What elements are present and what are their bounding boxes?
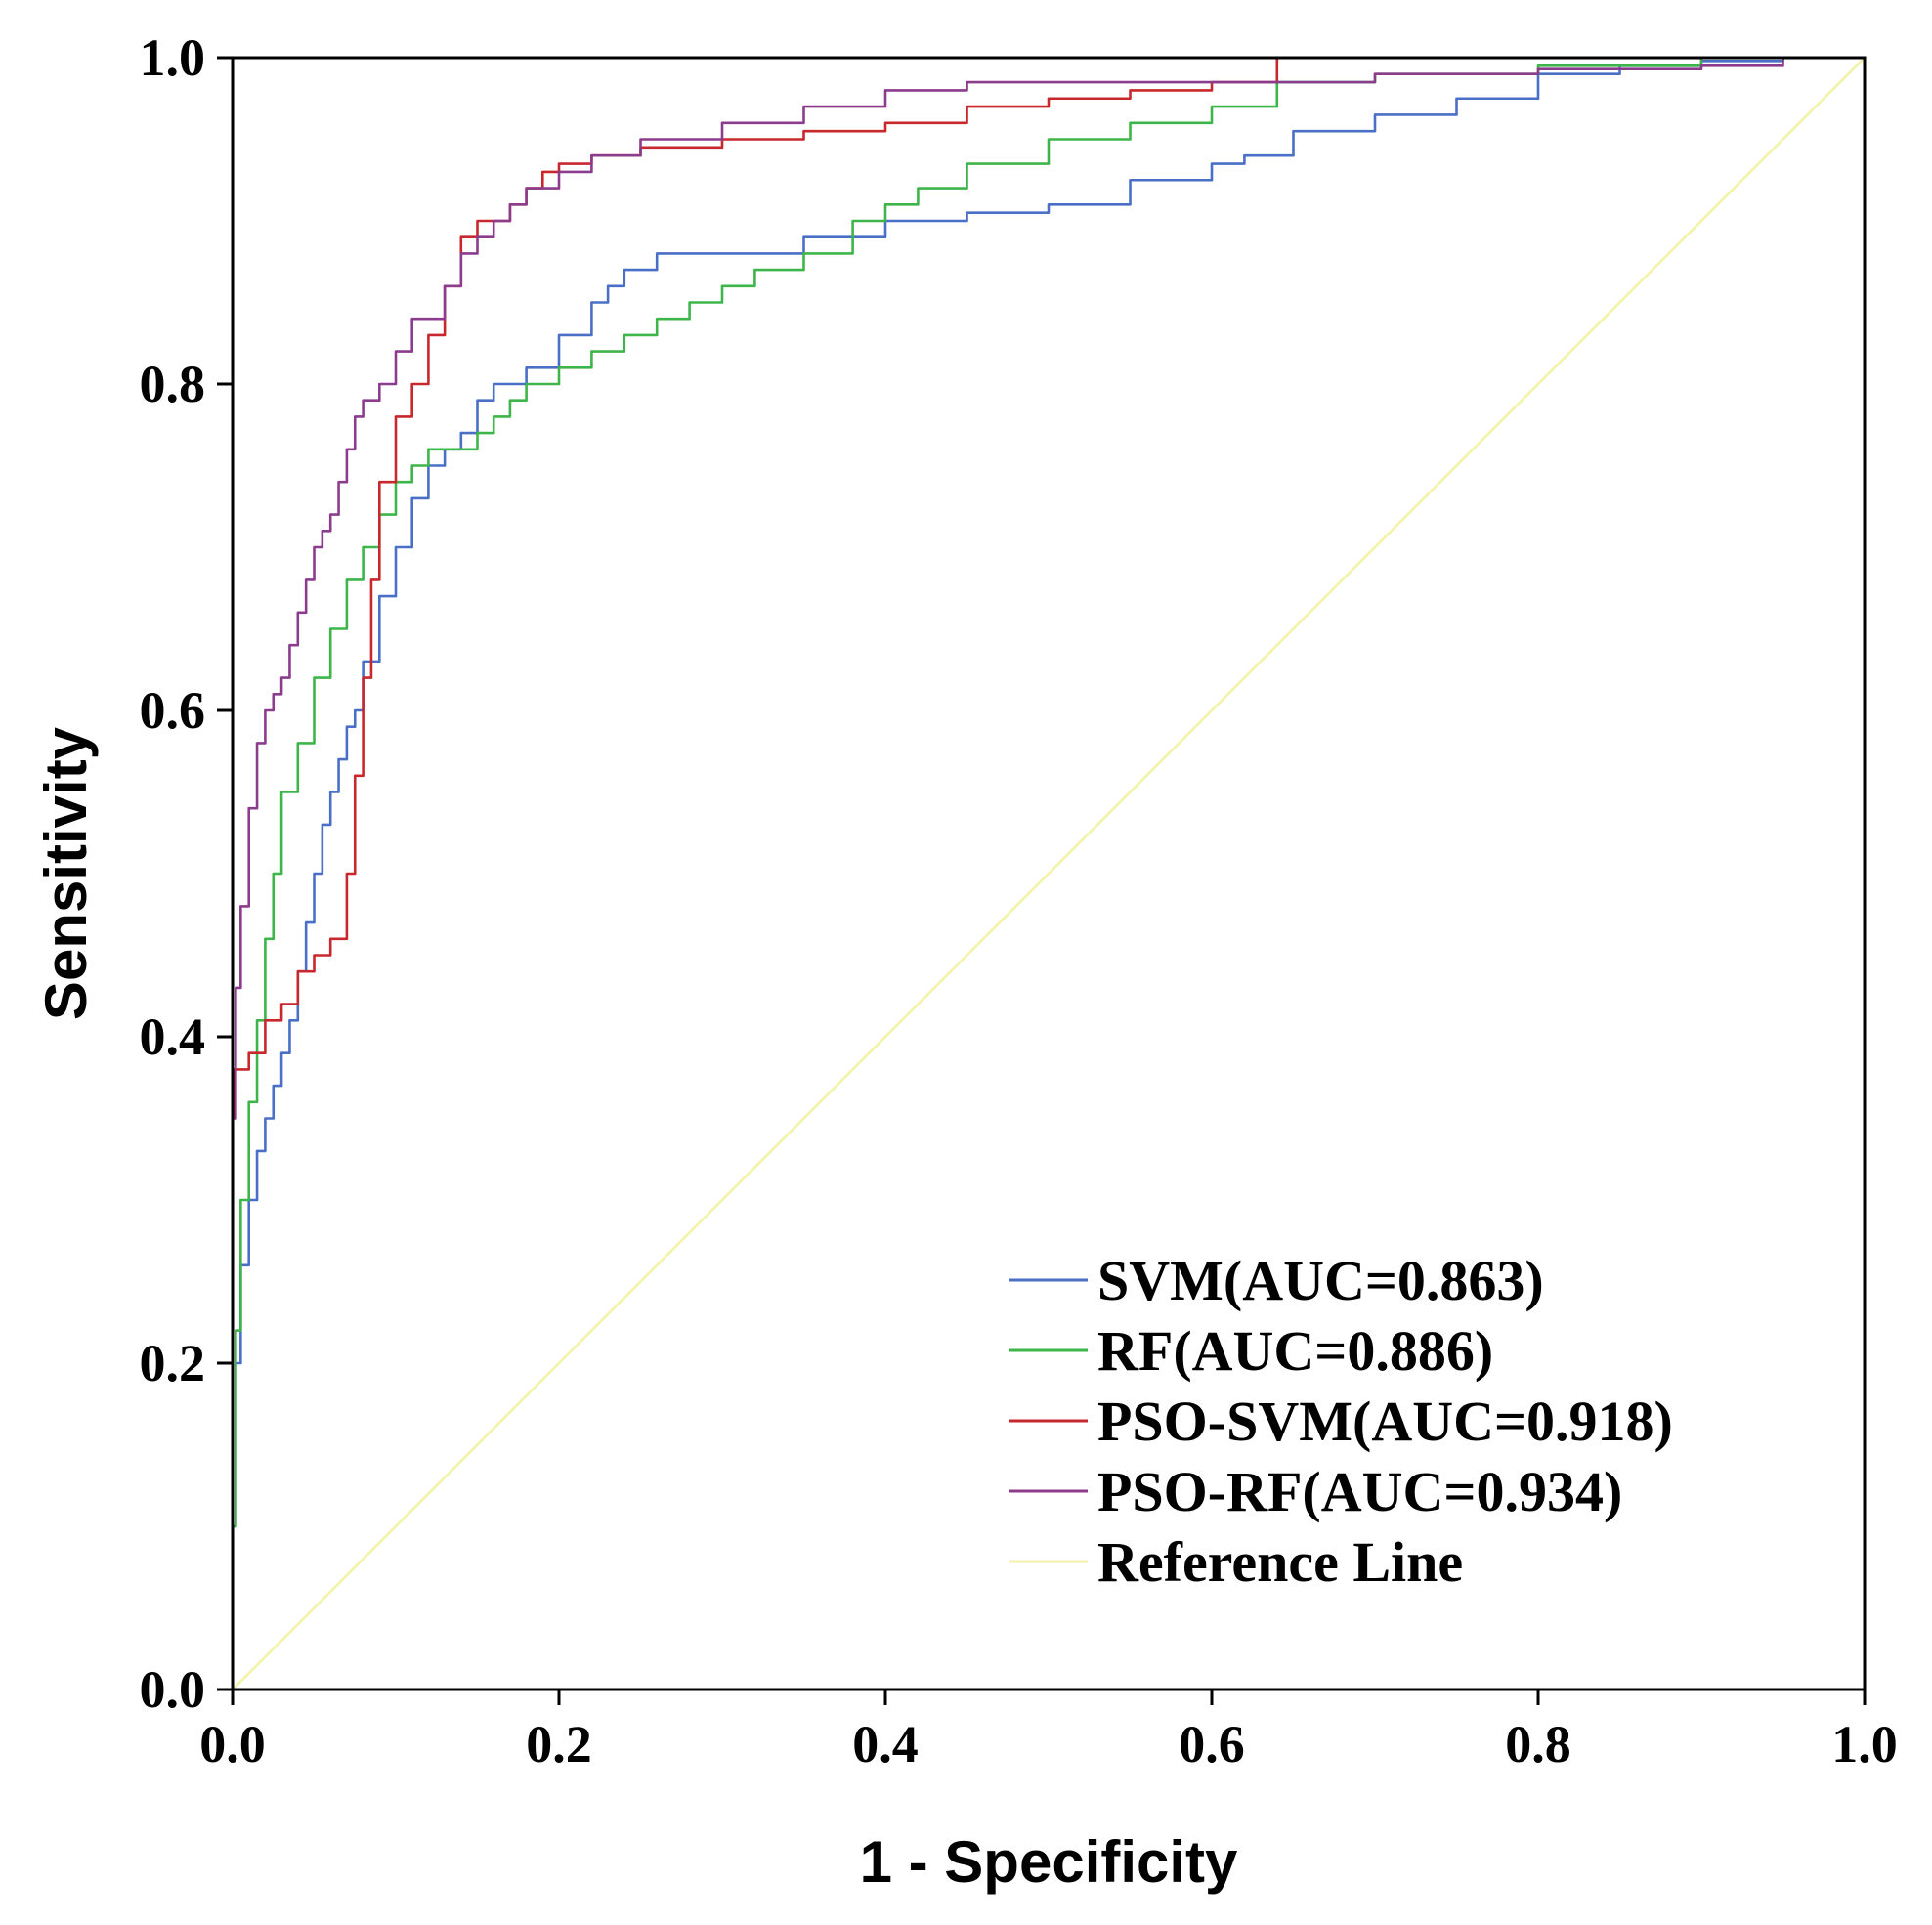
x-tick-label: 1.0 xyxy=(1831,1715,1898,1774)
y-tick-label: 0.6 xyxy=(140,681,206,740)
legend-label: Reference Line xyxy=(1097,1530,1463,1594)
y-tick-label: 1.0 xyxy=(140,28,206,87)
y-axis-title: Sensitivity xyxy=(33,726,99,1020)
x-tick-label: 0.0 xyxy=(199,1715,266,1774)
series-line-2 xyxy=(231,56,1865,1690)
y-axis: 0.0 0.2 0.4 0.6 0.8 1.0 xyxy=(140,28,233,1719)
legend-label: PSO-RF(AUC=0.934) xyxy=(1097,1460,1622,1523)
legend-label: SVM(AUC=0.863) xyxy=(1097,1249,1544,1312)
y-tick-label: 0.0 xyxy=(140,1660,206,1719)
plot-frame xyxy=(231,56,1867,1691)
series-line-4 xyxy=(232,57,1866,1690)
series-line-1 xyxy=(231,56,1865,1690)
series-layer xyxy=(231,56,1866,1690)
x-axis: 0.0 0.2 0.4 0.6 0.8 1.0 xyxy=(199,1690,1898,1774)
legend-label: PSO-SVM(AUC=0.918) xyxy=(1097,1390,1673,1453)
x-tick-label: 0.4 xyxy=(852,1715,919,1774)
y-tick-label: 0.2 xyxy=(140,1334,206,1392)
y-tick-label: 0.4 xyxy=(140,1007,206,1066)
series-line-0 xyxy=(231,56,1865,1690)
y-tick-label: 0.8 xyxy=(140,355,206,413)
x-tick-label: 0.8 xyxy=(1505,1715,1571,1774)
x-tick-label: 0.2 xyxy=(526,1715,592,1774)
x-tick-label: 0.6 xyxy=(1179,1715,1245,1774)
legend-label: RF(AUC=0.886) xyxy=(1097,1319,1493,1383)
series-line-3 xyxy=(231,56,1865,1690)
x-axis-title: 1 - Specificity xyxy=(860,1829,1238,1895)
legend: SVM(AUC=0.863) RF(AUC=0.886) PSO-SVM(AUC=0… xyxy=(1009,1249,1673,1594)
